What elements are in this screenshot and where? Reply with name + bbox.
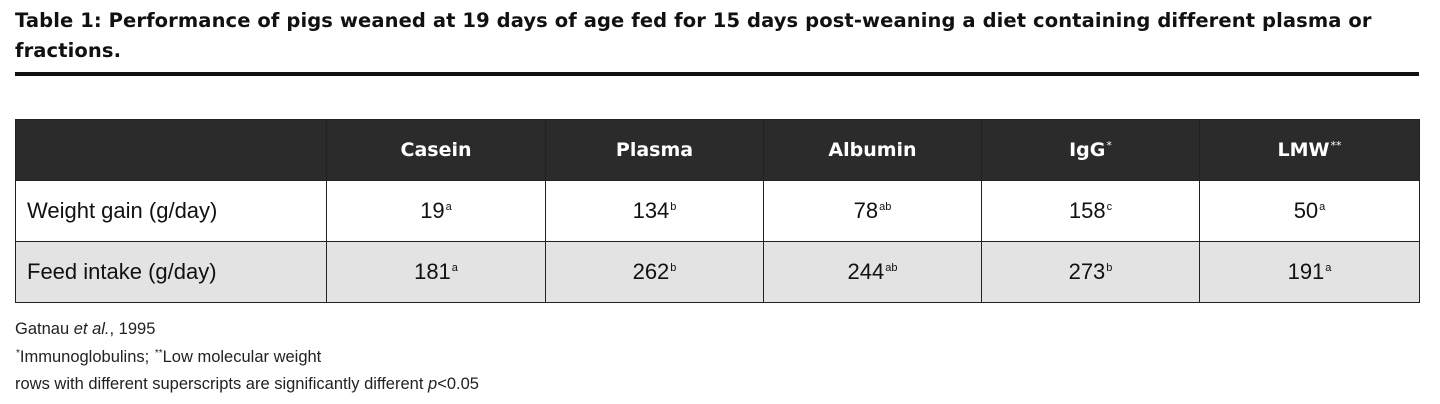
table-cell: 191a — [1199, 241, 1420, 303]
table-cell: 262b — [545, 241, 764, 303]
header-cell-blank — [15, 119, 327, 181]
table-cell: 273b — [981, 241, 1200, 303]
title-divider — [15, 72, 1419, 76]
table-cell: 244ab — [763, 241, 982, 303]
source-citation: Gatnau et al., 1995 — [15, 320, 156, 338]
table-row-feed-intake: Feed intake (g/day) 181a 262b 244ab 273b… — [15, 241, 1420, 303]
footnote-marker: * — [1106, 139, 1112, 152]
table-cell: 50a — [1199, 180, 1420, 242]
footnote-marker: ** — [1330, 139, 1342, 152]
header-cell-casein: Casein — [326, 119, 546, 181]
table-cell: 181a — [326, 241, 546, 303]
row-label: Feed intake (g/day) — [15, 241, 327, 303]
header-row: Casein Plasma Albumin IgG* LMW** — [15, 119, 1420, 181]
footnote-abbreviations: *Immunoglobulins; **Low molecular weight — [16, 347, 322, 366]
row-label: Weight gain (g/day) — [15, 180, 327, 242]
header-cell-igg: IgG* — [981, 119, 1200, 181]
header-cell-albumin: Albumin — [763, 119, 982, 181]
table-title: Table 1: Performance of pigs weaned at 1… — [15, 9, 1372, 62]
significance-note: rows with different superscripts are sig… — [15, 375, 479, 393]
table-cell: 158c — [981, 180, 1200, 242]
table-row-weight-gain: Weight gain (g/day) 19a 134b 78ab 158c 5… — [15, 180, 1420, 242]
header-cell-plasma: Plasma — [545, 119, 764, 181]
table-notes: Gatnau et al., 1995 *Immunoglobulins; **… — [15, 316, 479, 399]
performance-table: Casein Plasma Albumin IgG* LMW** Weight … — [15, 119, 1420, 303]
header-cell-lmw: LMW** — [1199, 119, 1420, 181]
table-cell: 19a — [326, 180, 546, 242]
table-cell: 78ab — [763, 180, 982, 242]
table-cell: 134b — [545, 180, 764, 242]
